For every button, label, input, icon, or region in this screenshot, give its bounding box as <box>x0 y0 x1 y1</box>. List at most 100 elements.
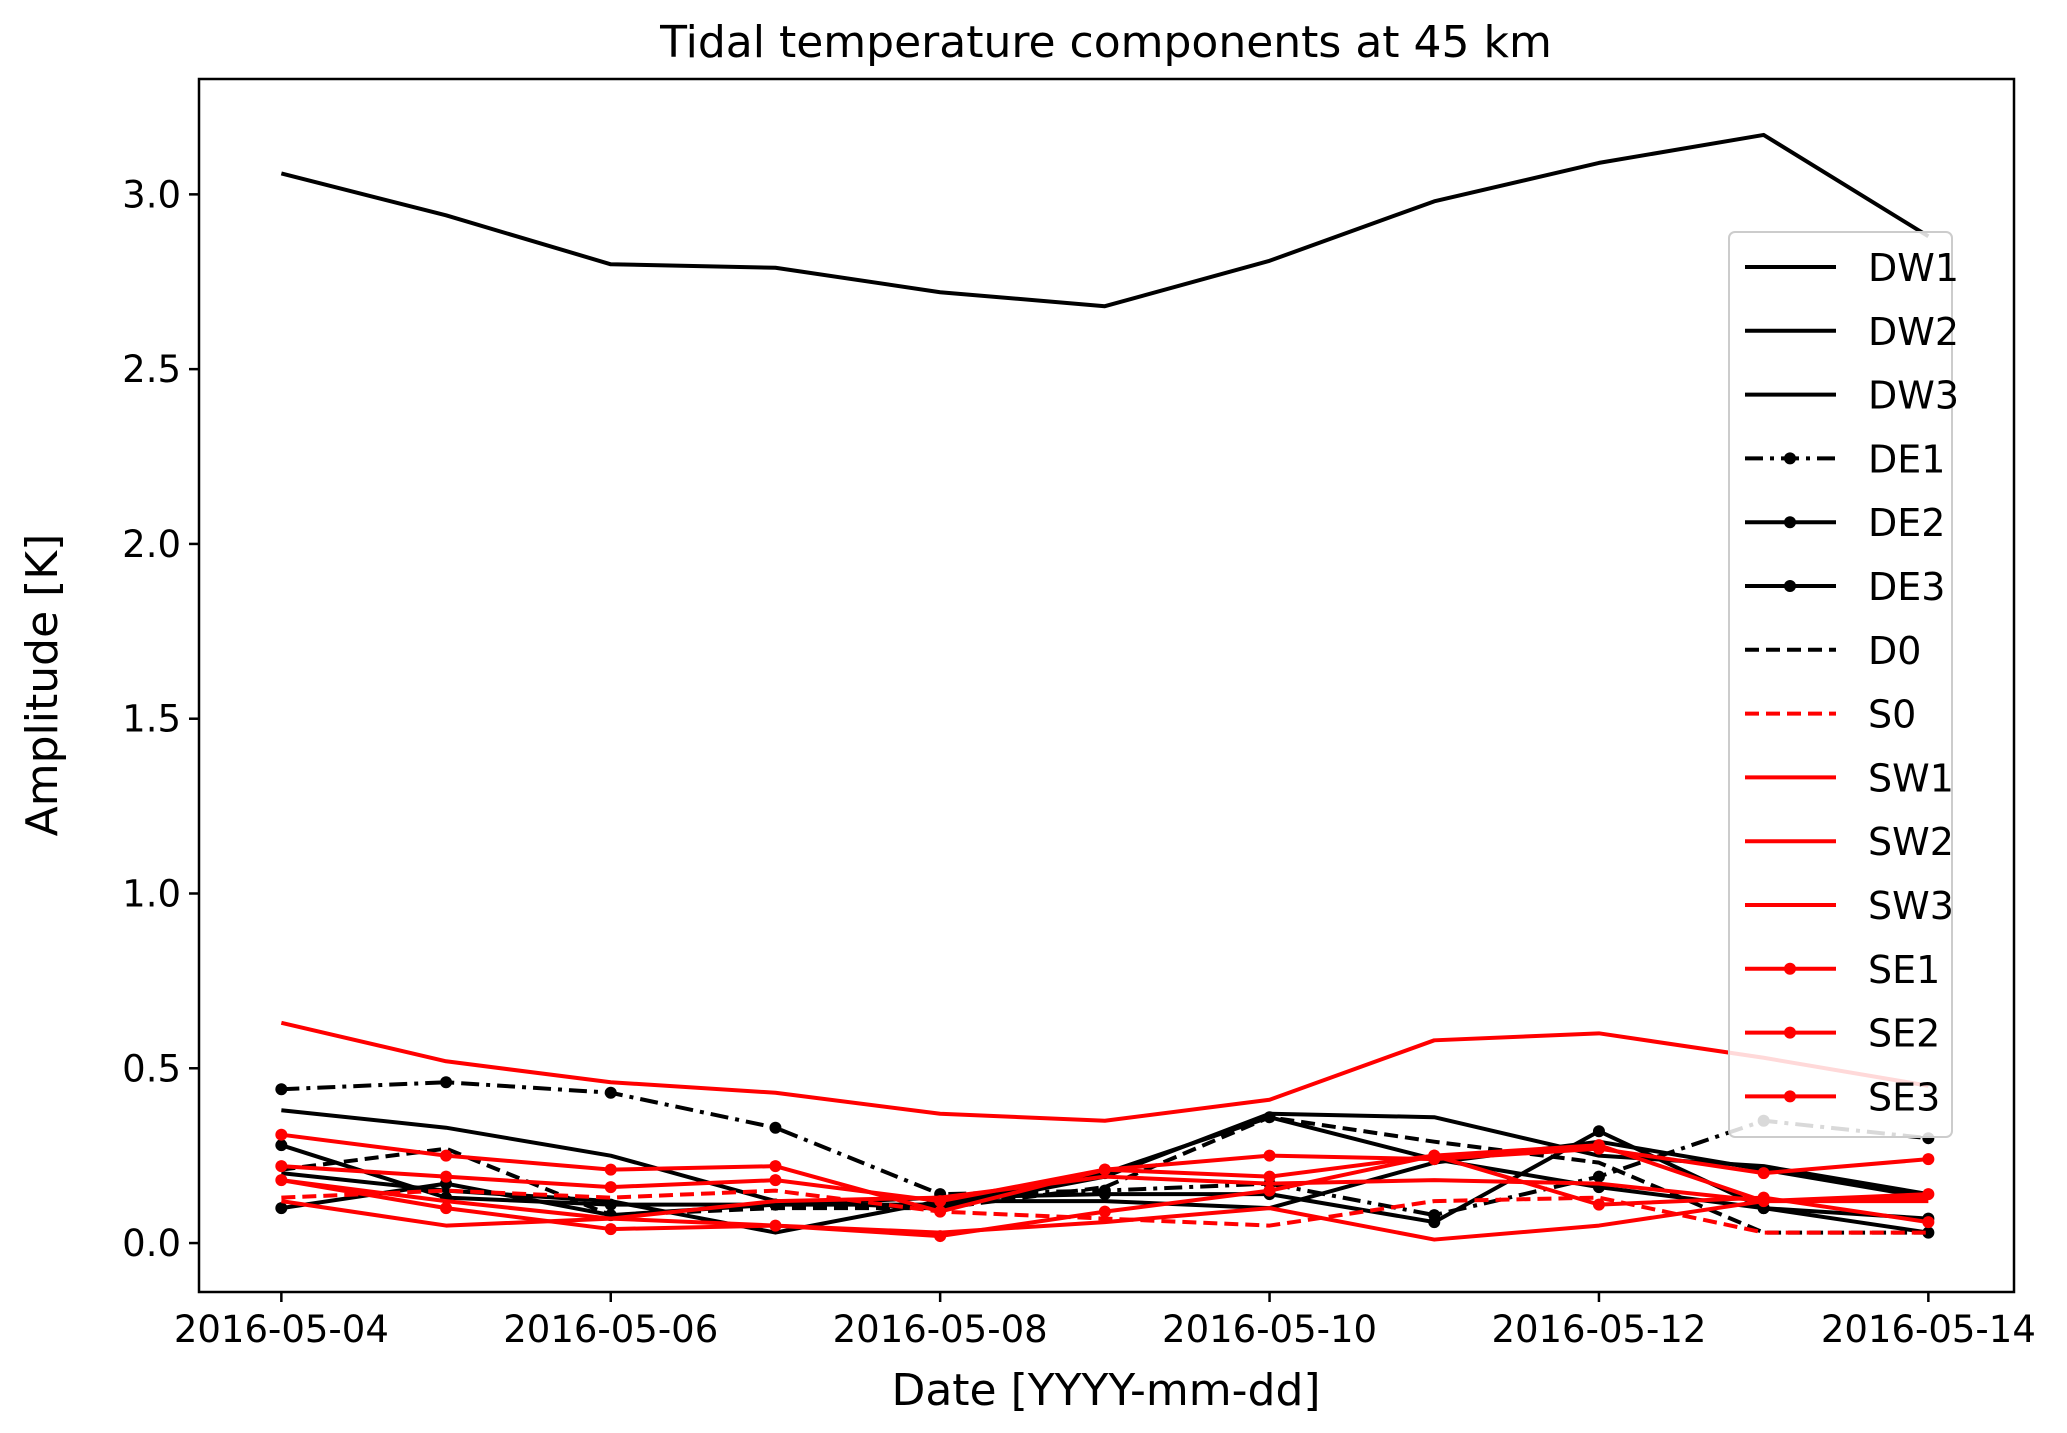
series-sw1 <box>280 1020 1929 1123</box>
legend-label: DW1 <box>1868 246 1959 290</box>
legend-item-d0: D0 <box>1745 629 1921 673</box>
data-point <box>1098 1163 1111 1176</box>
data-point <box>604 1181 617 1194</box>
y-axis: 0.0 0.5 1.0 1.5 2.0 2.5 3.0 <box>122 173 199 1265</box>
data-point <box>275 1160 288 1173</box>
legend-item-de2: DE2 <box>1745 501 1945 545</box>
data-point <box>1263 1149 1276 1162</box>
series-dw3 <box>281 1139 1929 1235</box>
y-tick-label: 0.5 <box>122 1047 181 1090</box>
legend-marker <box>1784 1090 1796 1103</box>
series-sw3 <box>281 1174 1929 1221</box>
legend-label: D0 <box>1868 629 1921 673</box>
legend-item-dw3: DW3 <box>1745 374 1959 418</box>
legend-item-se3: SE3 <box>1745 1075 1940 1119</box>
data-point <box>275 1174 288 1187</box>
plot-frame <box>197 77 2016 1294</box>
y-tick-label: 0.0 <box>122 1222 181 1265</box>
data-point <box>275 1139 288 1152</box>
data-point <box>1592 1198 1605 1211</box>
series-line-sw1 <box>280 1020 1929 1123</box>
y-axis-label: Amplitude [K] <box>17 534 68 837</box>
series-line-sw3 <box>281 1174 1929 1221</box>
legend-item-dw2: DW2 <box>1745 310 1959 354</box>
y-tick-label: 1.0 <box>122 872 181 915</box>
legend-label: SE1 <box>1868 948 1940 992</box>
series-layer <box>275 132 1935 1243</box>
data-point <box>275 1128 288 1141</box>
x-tick-label: 2016-05-08 <box>833 1308 1048 1351</box>
x-tick-label: 2016-05-06 <box>503 1308 718 1351</box>
data-point <box>1098 1205 1111 1218</box>
data-point <box>604 1163 617 1176</box>
legend-label: DW2 <box>1868 310 1959 354</box>
x-axis-label: Date [YYYY-mm-dd] <box>891 1365 1320 1416</box>
data-point <box>440 1149 453 1162</box>
x-tick-label: 2016-05-14 <box>1821 1308 2036 1351</box>
data-point <box>1263 1184 1276 1197</box>
legend: DW1 DW2 DW3 DE1 DE2 DE3 D0 S0 SW1 SW2 SW3 SE1 SE2 SE3 <box>1728 231 1959 1138</box>
legend-box <box>1728 231 1953 1138</box>
data-point <box>1922 1153 1935 1166</box>
data-point <box>769 1219 782 1232</box>
legend-marker <box>1784 962 1796 975</box>
legend-label: S0 <box>1868 693 1916 737</box>
legend-item-de1: DE1 <box>1745 437 1945 481</box>
x-tick-label: 2016-05-12 <box>1491 1308 1706 1351</box>
legend-marker <box>1784 452 1796 465</box>
legend-label: SW1 <box>1868 756 1954 800</box>
series-s0 <box>281 1188 1929 1235</box>
data-point <box>934 1230 947 1243</box>
legend-item-sw3: SW3 <box>1745 884 1954 928</box>
legend-label: SW2 <box>1868 820 1954 864</box>
data-point <box>440 1170 453 1183</box>
data-point <box>1098 1188 1111 1201</box>
data-point <box>769 1174 782 1187</box>
data-point <box>604 1086 617 1099</box>
series-line-dw1 <box>280 132 1930 309</box>
legend-label: DE1 <box>1868 437 1945 481</box>
x-tick-label: 2016-05-04 <box>174 1308 389 1351</box>
legend-item-dw1: DW1 <box>1745 246 1959 290</box>
data-point <box>1592 1139 1605 1152</box>
data-point <box>1757 1191 1770 1204</box>
series-dw1 <box>280 132 1930 309</box>
y-tick-label: 1.5 <box>122 698 181 741</box>
legend-item-sw1: SW1 <box>1745 756 1954 800</box>
data-point <box>769 1121 782 1134</box>
legend-item-s0: S0 <box>1745 693 1916 737</box>
data-point <box>934 1195 947 1208</box>
data-point <box>1263 1170 1276 1183</box>
legend-marker <box>1784 1026 1796 1039</box>
legend-item-sw2: SW2 <box>1745 820 1954 864</box>
series-d0 <box>281 1115 1929 1235</box>
data-point <box>440 1202 453 1215</box>
legend-item-se2: SE2 <box>1745 1012 1940 1056</box>
data-point <box>604 1198 617 1211</box>
data-point <box>275 1083 288 1096</box>
series-se2 <box>275 1139 1935 1208</box>
y-tick-label: 2.5 <box>122 348 181 391</box>
chart-title: Tidal temperature components at 45 km <box>659 17 1552 68</box>
x-tick-label: 2016-05-10 <box>1162 1308 1377 1351</box>
legend-item-de3: DE3 <box>1745 565 1945 609</box>
legend-label: SW3 <box>1868 884 1954 928</box>
y-tick-label: 2.0 <box>122 523 181 566</box>
series-line-d0 <box>281 1115 1929 1235</box>
data-point <box>1922 1188 1935 1201</box>
legend-label: SE3 <box>1868 1075 1940 1119</box>
legend-item-se1: SE1 <box>1745 948 1940 992</box>
series-line-s0 <box>281 1188 1929 1235</box>
data-point <box>1922 1216 1935 1229</box>
legend-label: DE2 <box>1868 501 1945 545</box>
legend-label: DE3 <box>1868 565 1945 609</box>
data-point <box>769 1160 782 1173</box>
legend-marker <box>1784 516 1796 529</box>
data-point <box>1757 1167 1770 1180</box>
data-point <box>934 1205 947 1218</box>
series-se3 <box>275 1149 1935 1243</box>
data-point <box>440 1076 453 1089</box>
series-line-dw3 <box>281 1139 1929 1235</box>
data-point <box>1428 1216 1441 1229</box>
